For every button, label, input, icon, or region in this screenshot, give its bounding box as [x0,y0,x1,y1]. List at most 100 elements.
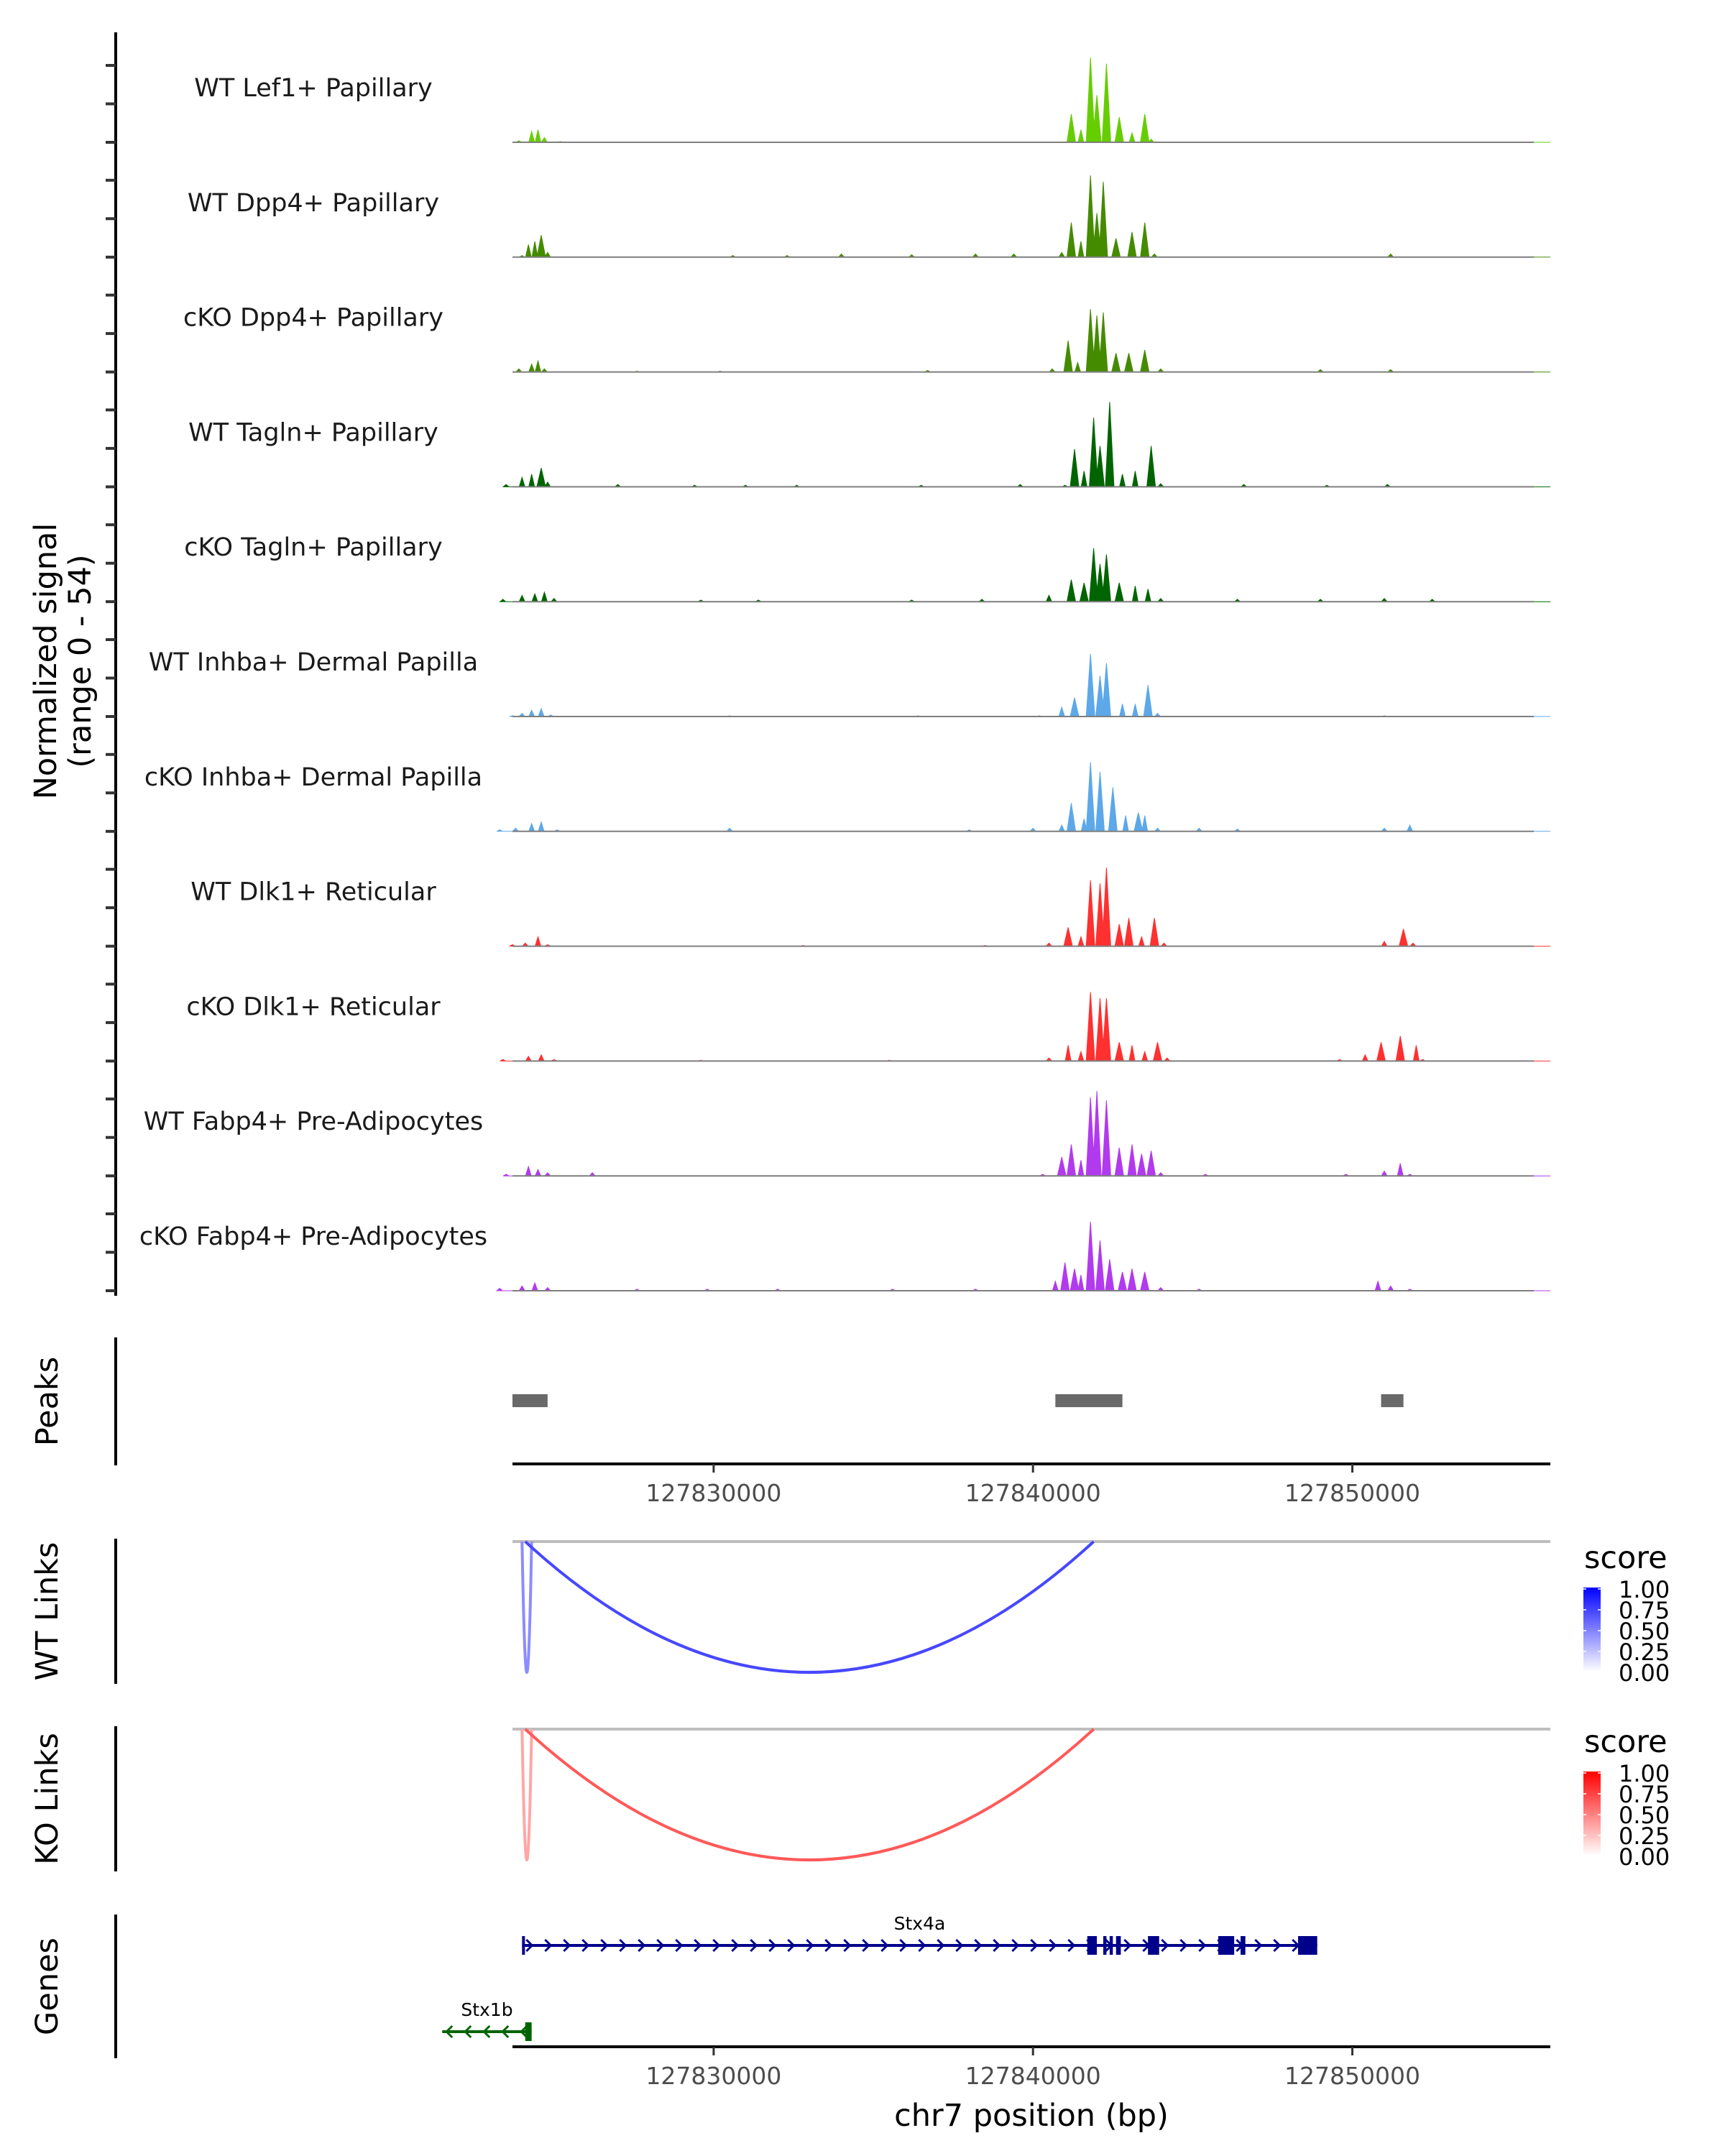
strand-arrow-icon [787,1938,796,1953]
strand-arrow-icon [880,1938,889,1953]
coverage-track: cKO Inhba+ Dermal Papilla [144,762,1550,832]
legend-tick-label: 0.25 [1619,1823,1670,1850]
exon [1103,1936,1107,1955]
exon [1109,1936,1113,1955]
exon [1218,1936,1235,1955]
strand-arrow-icon [899,1938,908,1953]
strand-arrow-icon [768,1938,777,1953]
wt-links [520,1540,1095,1674]
signal-area [499,548,1550,602]
x-axis-ticks-bottom: 127830000 127840000 127850000 [645,2047,1420,2090]
y-axis-title-line2: (range 0 - 54) [63,554,98,768]
link-arc [524,1728,1095,1861]
gene-label: Stx4a [894,1913,946,1934]
genes-panel-title: Genes [29,1938,65,2035]
gene-label: Stx1b [461,1999,512,2020]
signal-area [502,402,1550,487]
strand-arrow-icon [675,1938,684,1953]
strand-arrow-icon [1030,1938,1039,1953]
legend-title: score [1584,1724,1668,1760]
signal-area [512,57,1550,143]
strand-arrow-icon [1179,1938,1188,1953]
link-arc [520,1541,533,1674]
strand-arrow-icon [974,1938,983,1953]
strand-arrow-icon [806,1938,814,1953]
strand-arrow-icon [482,2024,491,2039]
x-tick-label: 127840000 [965,1479,1101,1507]
coverage-tracks: WT Lef1+ Papillary WT Dpp4+ Papillary cKO … [139,57,1550,1291]
x-axis-ticks-top: 127830000 127840000 127850000 [645,1464,1420,1507]
legend-tick-label: 0.00 [1619,1843,1670,1871]
signal-area [496,762,1550,832]
strand-arrow-icon [731,1938,740,1953]
legend-tick-label: 0.50 [1619,1618,1670,1645]
strand-arrow-icon [464,2024,472,2039]
peak-region [1055,1394,1123,1407]
track-label: WT Lef1+ Papillary [194,74,433,103]
x-tick-label: 127830000 [645,1479,781,1507]
coverage-track: WT Dpp4+ Papillary [188,175,1550,258]
signal-area [512,309,1550,373]
coverage-track: cKO Tagln+ Papillary [184,533,1550,603]
ko-links-panel-title: KO Links [29,1733,65,1865]
link-arc [524,1540,1095,1674]
coverage-track: WT Lef1+ Papillary [194,57,1550,143]
peak-region [512,1394,548,1407]
legend-tick-label: 1.00 [1619,1760,1670,1787]
strand-arrow-icon [993,1938,1001,1953]
strand-arrow-icon [656,1938,665,1953]
x-tick-label: 127830000 [645,2062,781,2090]
coverage-track: cKO Fabp4+ Pre-Adipocytes [139,1221,1550,1291]
exon [1087,1936,1098,1955]
wt-links-panel-title: WT Links [29,1542,65,1681]
exon [1241,1936,1246,1955]
strand-arrow-icon [600,1938,609,1953]
track-label: cKO Dlk1+ Reticular [186,992,441,1021]
strand-arrow-icon [1123,1938,1132,1953]
strand-arrow-icon [862,1938,870,1953]
exon [522,1936,525,1955]
exon [1297,1936,1317,1955]
strand-arrow-icon [750,1938,758,1953]
legend-tick-label: 0.00 [1619,1659,1670,1687]
coverage-track: WT Fabp4+ Pre-Adipocytes [144,1091,1550,1177]
strand-arrow-icon [1011,1938,1020,1953]
legend-colorbar [1583,1588,1601,1672]
track-label: WT Inhba+ Dermal Papilla [149,648,478,677]
peak-regions [512,1394,1404,1407]
coverage-y-ticks [106,64,116,1292]
track-label: WT Dlk1+ Reticular [190,878,436,907]
track-label: cKO Inhba+ Dermal Papilla [144,763,482,792]
link-arc [520,1728,533,1861]
strand-arrow-icon [955,1938,964,1953]
strand-arrow-icon [520,2024,528,2039]
strand-arrow-icon [501,2024,510,2039]
strand-arrow-icon [445,2024,454,2039]
x-tick-label: 127850000 [1284,2062,1420,2090]
legend-tick-label: 0.75 [1619,1597,1670,1624]
gene-models: Stx4a Stx1b [442,1913,1317,2041]
legend-tick-label: 0.75 [1619,1781,1670,1808]
strand-arrow-icon [937,1938,945,1953]
coverage-track: cKO Dlk1+ Reticular [186,992,1550,1062]
strand-arrow-icon [824,1938,833,1953]
legend-tick-label: 0.25 [1619,1639,1670,1666]
strand-arrow-icon [563,1938,571,1953]
ko-score-legend: score 1.000.750.500.250.00 [1583,1724,1670,1871]
legend-tick-label: 0.50 [1619,1802,1670,1829]
y-axis-title-line1: Normalized signal [28,523,64,800]
strand-arrow-icon [1273,1938,1282,1953]
wt-score-legend: score 1.000.750.500.250.00 [1583,1540,1670,1687]
strand-arrow-icon [1254,1938,1263,1953]
legend-tick-label: 1.00 [1619,1576,1670,1603]
strand-arrow-icon [918,1938,926,1953]
x-tick-label: 127840000 [965,2062,1101,2090]
signal-area [509,867,1550,947]
track-label: WT Tagln+ Papillary [188,418,438,447]
legend-title: score [1584,1540,1668,1576]
exon [1116,1936,1121,1955]
strand-arrow-icon [1161,1938,1169,1953]
strand-arrow-icon [581,1938,590,1953]
track-label: cKO Dpp4+ Papillary [183,304,443,333]
